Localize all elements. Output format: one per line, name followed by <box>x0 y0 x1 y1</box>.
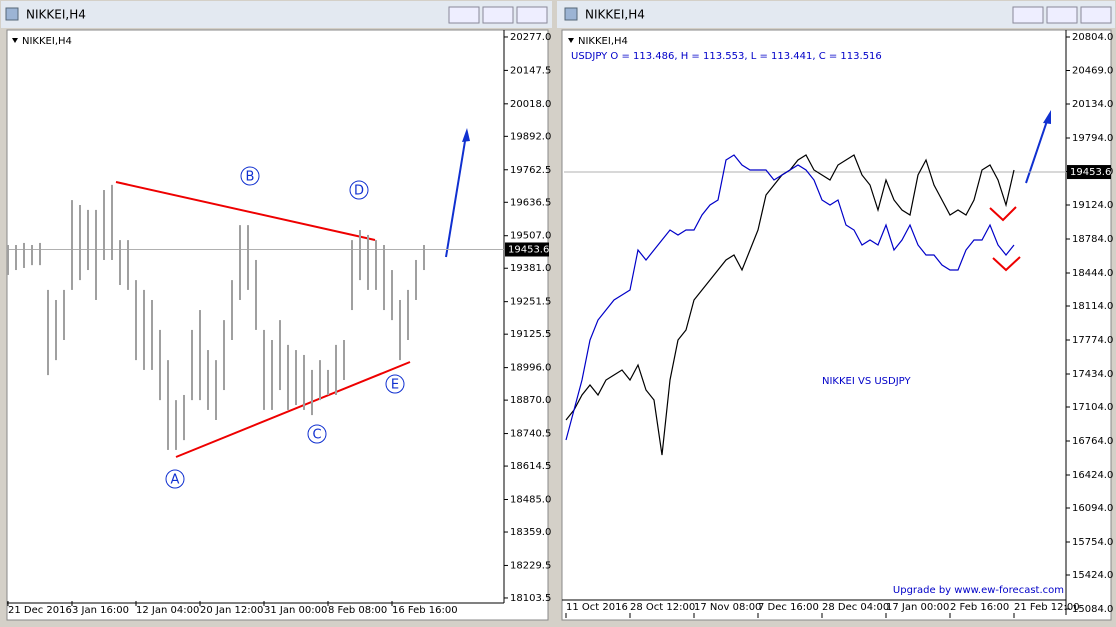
symbol-marker <box>12 38 18 43</box>
y-tick-label: 20134.0 <box>1072 99 1113 110</box>
x-tick-label: 28 Dec 04:00 <box>822 602 889 613</box>
y-tick-label: 18444.0 <box>1072 268 1113 279</box>
y-tick-label: 19124.0 <box>1072 200 1113 211</box>
y-tick-label: 17104.0 <box>1072 402 1113 413</box>
y-tick-label: 18359.0 <box>510 527 551 538</box>
x-tick-label: 21 Feb 12:00 <box>1014 602 1080 613</box>
wave-circle <box>240 166 260 186</box>
wave-circle <box>307 424 327 444</box>
y-tick-label: 18103.5 <box>510 593 551 604</box>
close-button[interactable] <box>1080 6 1112 24</box>
y-tick-label: 20147.5 <box>510 65 551 76</box>
y-tick-label: 15754.0 <box>1072 537 1113 548</box>
footer-link: Upgrade by www.ew-forecast.com <box>893 585 1064 596</box>
maximize-button[interactable] <box>1046 6 1078 24</box>
wave-label: B <box>246 170 255 185</box>
y-tick-label: 18784.0 <box>1072 234 1113 245</box>
y-tick-label: 17434.0 <box>1072 369 1113 380</box>
wave-label: E <box>391 378 399 393</box>
bottom-mark <box>989 206 1017 222</box>
y-tick-label: 16094.0 <box>1072 503 1113 514</box>
y-tick-label: 19892.0 <box>510 131 551 142</box>
y-tick-label: 19794.0 <box>1072 133 1113 144</box>
y-tick-label: 16764.0 <box>1072 436 1113 447</box>
x-tick-label: 31 Jan 00:00 <box>264 605 327 616</box>
price-line <box>565 154 1015 441</box>
x-tick-label: 16 Feb 16:00 <box>392 605 458 616</box>
x-tick-label: 17 Nov 08:00 <box>694 602 761 613</box>
current-price-label: 19453.6 <box>508 244 549 255</box>
y-tick-label: 19125.5 <box>510 329 551 340</box>
y-tick-label: 18614.5 <box>510 461 551 472</box>
y-tick-label: 19251.5 <box>510 297 551 308</box>
y-tick-label: 18870.0 <box>510 395 551 406</box>
x-tick-label: 12 Jan 04:00 <box>136 605 199 616</box>
x-tick-label: 11 Oct 2016 <box>566 602 628 613</box>
y-tick-label: 20469.0 <box>1072 66 1113 77</box>
trendline <box>115 181 376 241</box>
trendline <box>175 361 411 458</box>
maximize-button[interactable] <box>482 6 514 24</box>
current-price-box <box>1067 165 1111 180</box>
forecast-arrow <box>445 134 467 258</box>
symbol-label: NIKKEI,H4 <box>578 36 628 47</box>
arrow-head <box>1043 110 1051 124</box>
chart-area <box>6 29 549 621</box>
symbol-marker <box>568 38 574 43</box>
y-tick-label: 17774.0 <box>1072 335 1113 346</box>
y-tick-label: 16424.0 <box>1072 470 1113 481</box>
y-tick-label: 20018.0 <box>510 99 551 110</box>
y-tick-label: 18996.0 <box>510 363 551 374</box>
y-tick-label: 19762.5 <box>510 165 551 176</box>
x-tick-label: 3 Jan 16:00 <box>72 605 129 616</box>
y-tick-label: 19507.0 <box>510 231 551 242</box>
window-title: NIKKEI,H4 <box>585 8 645 22</box>
y-tick-label: 19381.0 <box>510 263 551 274</box>
x-tick-label: 2 Feb 16:00 <box>950 602 1009 613</box>
y-tick-label: 18114.0 <box>1072 301 1113 312</box>
y-tick-label: 18740.5 <box>510 429 551 440</box>
bottom-mark <box>992 256 1021 272</box>
window-icon <box>564 7 578 21</box>
arrow-head <box>462 128 470 142</box>
close-button[interactable] <box>516 6 548 24</box>
chart-annotation: NIKKEI VS USDJPY <box>822 376 911 387</box>
minimize-button[interactable] <box>1012 6 1044 24</box>
y-tick-label: 20804.0 <box>1072 32 1113 43</box>
wave-circle <box>165 469 185 489</box>
x-tick-label: 20 Jan 12:00 <box>200 605 263 616</box>
y-tick-label: 20277.0 <box>510 32 551 43</box>
minimize-button[interactable] <box>448 6 480 24</box>
y-tick-label: 15424.0 <box>1072 570 1113 581</box>
x-tick-label: 17 Jan 00:00 <box>886 602 949 613</box>
current-price-label: 19453.6 <box>1070 167 1111 178</box>
y-tick-label: 19636.5 <box>510 197 551 208</box>
x-tick-label: 8 Feb 08:00 <box>328 605 387 616</box>
wave-circle <box>385 374 405 394</box>
window-title: NIKKEI,H4 <box>26 8 86 22</box>
chart-area <box>561 29 1112 621</box>
x-tick-label: 21 Dec 2016 <box>8 605 72 616</box>
wave-circle <box>349 180 369 200</box>
y-tick-label: 18485.0 <box>510 494 551 505</box>
indicator-info: USDJPY O = 113.486, H = 113.553, L = 113… <box>571 51 882 62</box>
current-price-box <box>505 242 549 257</box>
window-icon <box>5 7 19 21</box>
y-tick-label: 15084.0 <box>1072 604 1113 615</box>
x-tick-label: 28 Oct 12:00 <box>630 602 695 613</box>
wave-label: D <box>354 184 364 199</box>
y-tick-label: 18229.5 <box>510 560 551 571</box>
x-tick-label: 7 Dec 16:00 <box>758 602 819 613</box>
wave-label: C <box>312 428 321 443</box>
symbol-label: NIKKEI,H4 <box>22 36 72 47</box>
wave-label: A <box>171 473 180 488</box>
